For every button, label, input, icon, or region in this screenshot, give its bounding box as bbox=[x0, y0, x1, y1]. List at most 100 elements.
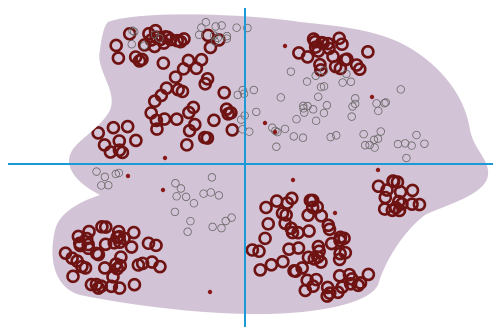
dot bbox=[272, 129, 278, 135]
dot bbox=[162, 155, 168, 161]
dark-point bbox=[333, 233, 347, 248]
light-point bbox=[332, 131, 341, 140]
light-point bbox=[319, 108, 329, 118]
light-point bbox=[238, 85, 247, 95]
dark-point bbox=[129, 133, 143, 148]
light-point bbox=[199, 189, 208, 198]
dark-point bbox=[98, 220, 113, 234]
light-point bbox=[292, 114, 301, 124]
dark-point bbox=[314, 255, 328, 269]
dark-point bbox=[361, 45, 375, 59]
dark-point bbox=[97, 261, 112, 275]
dark-point bbox=[82, 224, 96, 239]
light-point bbox=[238, 125, 247, 134]
light-point bbox=[373, 134, 383, 143]
dot bbox=[282, 43, 288, 49]
dark-point bbox=[78, 261, 93, 275]
dark-point bbox=[66, 269, 80, 284]
dark-point bbox=[313, 63, 328, 77]
dark-point bbox=[106, 120, 121, 135]
dark-point bbox=[177, 32, 191, 46]
dark-point bbox=[203, 40, 218, 55]
dark-point bbox=[321, 36, 335, 51]
dark-point bbox=[153, 32, 168, 47]
light-point bbox=[412, 130, 421, 140]
dark-point bbox=[109, 38, 123, 53]
light-point bbox=[100, 172, 110, 182]
dark-point bbox=[207, 113, 221, 128]
dot bbox=[160, 187, 166, 193]
light-point bbox=[322, 101, 332, 110]
light-point bbox=[243, 23, 252, 33]
dark-point bbox=[110, 230, 125, 245]
dark-point bbox=[301, 208, 315, 222]
dark-point bbox=[65, 251, 79, 266]
light-point bbox=[286, 67, 296, 76]
dark-point bbox=[352, 62, 367, 76]
light-point bbox=[347, 112, 356, 121]
dark-point bbox=[219, 102, 234, 116]
light-point bbox=[249, 85, 258, 95]
dark-point bbox=[91, 126, 106, 140]
light-point bbox=[176, 184, 186, 193]
light-point bbox=[311, 71, 320, 80]
light-point bbox=[207, 173, 217, 182]
light-point bbox=[92, 167, 101, 176]
light-point bbox=[303, 101, 312, 111]
light-point bbox=[374, 106, 383, 116]
light-point bbox=[189, 199, 199, 208]
dark-point bbox=[154, 88, 169, 103]
light-point bbox=[128, 26, 137, 35]
dark-point bbox=[393, 185, 408, 199]
dark-point bbox=[111, 51, 126, 65]
dark-point bbox=[291, 241, 306, 255]
dark-point bbox=[380, 183, 394, 197]
dark-point bbox=[89, 246, 104, 261]
dot bbox=[290, 177, 296, 183]
light-point bbox=[172, 192, 181, 201]
dark-point bbox=[71, 229, 86, 244]
light-point bbox=[365, 140, 374, 150]
dark-point bbox=[261, 217, 276, 231]
dark-point bbox=[120, 119, 135, 134]
light-point bbox=[214, 191, 224, 200]
dark-point bbox=[361, 267, 376, 282]
light-point bbox=[299, 101, 308, 111]
dark-point bbox=[98, 237, 113, 252]
dark-point bbox=[333, 246, 347, 261]
light-point bbox=[233, 90, 242, 100]
light-point bbox=[194, 30, 204, 40]
light-point bbox=[370, 143, 379, 152]
dark-point bbox=[156, 56, 171, 70]
light-point bbox=[139, 41, 149, 50]
dark-point bbox=[135, 52, 149, 67]
dark-point bbox=[309, 272, 324, 287]
light-point bbox=[217, 223, 226, 233]
dark-point bbox=[142, 26, 156, 41]
light-point bbox=[252, 107, 261, 117]
light-point bbox=[222, 31, 232, 41]
light-point bbox=[359, 130, 368, 139]
light-point bbox=[350, 99, 360, 109]
dark-point bbox=[342, 267, 357, 282]
dark-point bbox=[252, 244, 266, 259]
light-point bbox=[186, 216, 195, 226]
dark-point bbox=[276, 254, 290, 269]
light-point bbox=[104, 181, 113, 190]
light-point bbox=[221, 216, 230, 226]
dark-point bbox=[153, 259, 167, 274]
light-point bbox=[348, 102, 357, 111]
dark-point bbox=[326, 49, 340, 64]
dark-point bbox=[200, 131, 215, 145]
light-point bbox=[396, 85, 406, 94]
light-point bbox=[342, 69, 351, 79]
dark-point bbox=[200, 72, 215, 86]
light-point bbox=[407, 141, 416, 150]
dark-point bbox=[324, 236, 339, 251]
light-point bbox=[338, 78, 347, 87]
dark-point bbox=[131, 258, 146, 272]
light-point bbox=[130, 27, 139, 36]
dark-point bbox=[378, 190, 393, 205]
light-point bbox=[271, 126, 280, 136]
